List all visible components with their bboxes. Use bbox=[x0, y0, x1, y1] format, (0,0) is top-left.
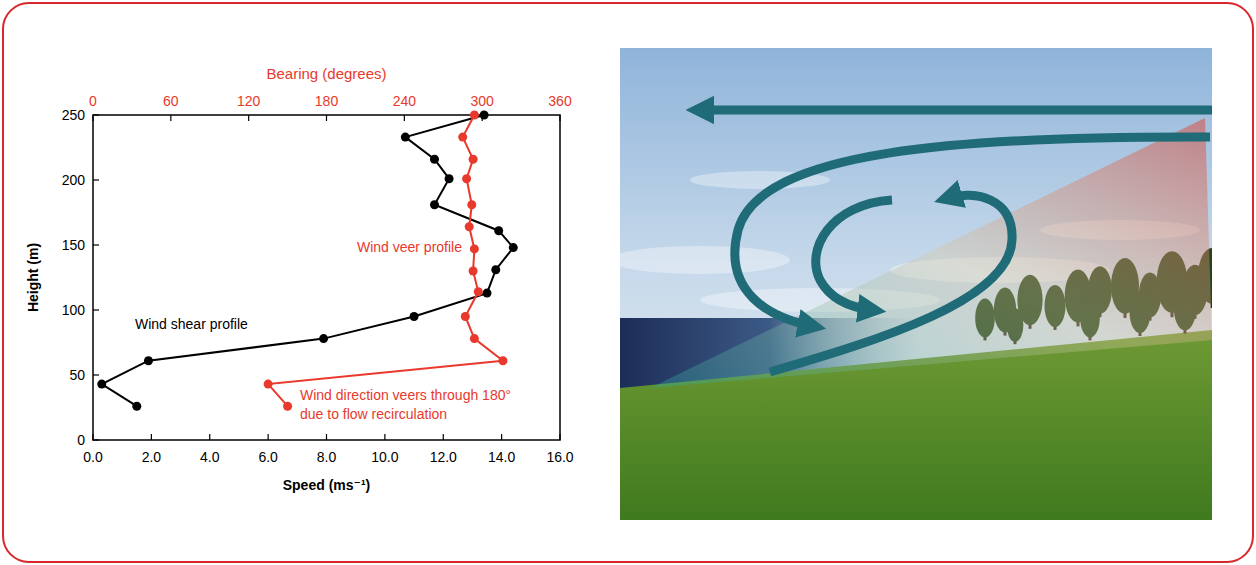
series-point bbox=[494, 226, 503, 235]
plot-frame bbox=[93, 115, 560, 440]
sky bbox=[620, 48, 1212, 520]
flow-arrow bbox=[770, 195, 1012, 372]
series-point bbox=[264, 380, 273, 389]
x-tick-label: 4.0 bbox=[200, 449, 220, 465]
series-point bbox=[283, 402, 292, 411]
x-tick-label: 16.0 bbox=[546, 449, 573, 465]
x2-tick bbox=[248, 115, 249, 121]
x2-tick-label: 0 bbox=[89, 93, 97, 109]
series-point bbox=[132, 402, 141, 411]
x-tick bbox=[151, 434, 152, 440]
series-point bbox=[509, 243, 518, 252]
series-point bbox=[97, 380, 106, 389]
x2-tick-label: 180 bbox=[315, 93, 339, 109]
series-point bbox=[467, 200, 476, 209]
x2-tick-label: 120 bbox=[237, 93, 261, 109]
series-point bbox=[430, 200, 439, 209]
y-tick bbox=[93, 374, 99, 375]
x-axis-title: Speed (ms⁻¹) bbox=[283, 477, 371, 493]
y-tick bbox=[93, 309, 99, 310]
series-label: Wind shear profile bbox=[135, 316, 248, 332]
series-label: Wind veer profile bbox=[357, 239, 462, 255]
y-tick bbox=[93, 179, 99, 180]
annotation-line: due to flow recirculation bbox=[300, 406, 447, 422]
y-tick bbox=[93, 114, 99, 115]
y-tick-label: 100 bbox=[62, 302, 86, 318]
series-point bbox=[445, 174, 454, 183]
series-point bbox=[470, 334, 479, 343]
y-tick-label: 0 bbox=[77, 432, 85, 448]
series-point bbox=[469, 155, 478, 164]
x2-tick bbox=[559, 115, 560, 121]
x2-tick-label: 60 bbox=[163, 93, 179, 109]
x-tick bbox=[209, 434, 210, 440]
cloud bbox=[620, 246, 790, 274]
y-tick-label: 50 bbox=[69, 367, 85, 383]
series-point bbox=[465, 222, 474, 231]
series-point bbox=[401, 133, 410, 142]
series-point bbox=[480, 111, 489, 120]
x2-tick-label: 360 bbox=[548, 93, 572, 109]
x-tick bbox=[92, 434, 93, 440]
x2-tick bbox=[404, 115, 405, 121]
x-tick-label: 0.0 bbox=[83, 449, 103, 465]
series-point bbox=[319, 334, 328, 343]
y-tick-label: 200 bbox=[62, 172, 86, 188]
series-point bbox=[483, 289, 492, 298]
series-point bbox=[458, 133, 467, 142]
lidar-beam bbox=[650, 118, 1212, 388]
series-point bbox=[461, 312, 470, 321]
x2-tick bbox=[326, 115, 327, 121]
figure: 0.0 2.0 4.0 6.0 8.0 10.0 12.0 14.0 16.0 0 60 120 180… bbox=[0, 0, 1256, 565]
annotation: Wind direction veers through 180° due to … bbox=[300, 387, 511, 422]
x-tick-label: 2.0 bbox=[142, 449, 162, 465]
series-point bbox=[498, 356, 507, 365]
y-tick bbox=[93, 439, 99, 440]
flow-arrow bbox=[700, 106, 1212, 115]
data-layer bbox=[97, 111, 518, 411]
annotation-line: Wind direction veers through 180° bbox=[300, 387, 511, 403]
x-tick bbox=[268, 434, 269, 440]
series-point bbox=[474, 287, 483, 296]
y-tick-label: 250 bbox=[62, 107, 86, 123]
x2-tick bbox=[92, 115, 93, 121]
x-tick bbox=[501, 434, 502, 440]
illustration bbox=[620, 48, 1212, 520]
x-tick bbox=[443, 434, 444, 440]
x2-axis-title: Bearing (degrees) bbox=[266, 65, 386, 82]
series-line bbox=[102, 115, 514, 406]
y-tick bbox=[93, 244, 99, 245]
x-tick-label: 8.0 bbox=[317, 449, 337, 465]
x-tick-label: 14.0 bbox=[488, 449, 515, 465]
x-tick-label: 12.0 bbox=[430, 449, 457, 465]
x-tick bbox=[326, 434, 327, 440]
series-point bbox=[470, 111, 479, 120]
x-tick-label: 6.0 bbox=[258, 449, 278, 465]
x2-tick-label: 240 bbox=[393, 93, 417, 109]
series-point bbox=[470, 244, 479, 253]
x2-tick bbox=[170, 115, 171, 121]
series-point bbox=[491, 265, 500, 274]
y-axis-title: Height (m) bbox=[25, 243, 41, 312]
series-point bbox=[469, 267, 478, 276]
x-tick bbox=[384, 434, 385, 440]
series-point bbox=[430, 155, 439, 164]
x-tick bbox=[559, 434, 560, 440]
x2-tick-label: 300 bbox=[470, 93, 494, 109]
series-point bbox=[462, 174, 471, 183]
series-point bbox=[144, 356, 153, 365]
x-tick-label: 10.0 bbox=[371, 449, 398, 465]
series-line bbox=[268, 115, 503, 406]
outer-frame bbox=[3, 3, 1253, 562]
y-tick-label: 150 bbox=[62, 237, 86, 253]
flow-arrow bbox=[816, 200, 892, 310]
series-point bbox=[410, 312, 419, 321]
chart: 0.0 2.0 4.0 6.0 8.0 10.0 12.0 14.0 16.0 0 60 120 180… bbox=[25, 65, 574, 493]
